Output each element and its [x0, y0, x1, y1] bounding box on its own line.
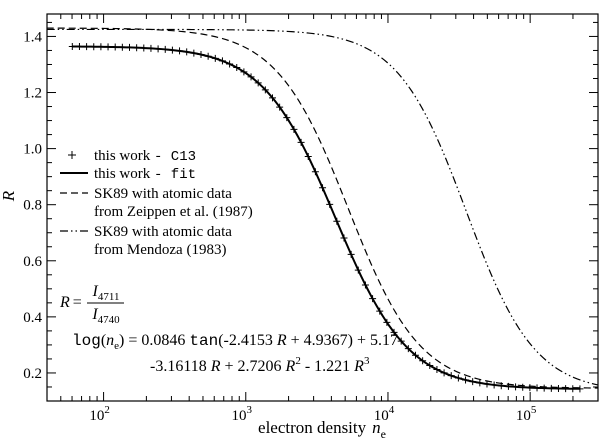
series-line-dashdotdot: [46, 28, 599, 386]
series-line-solid: [72, 45, 580, 390]
x-tick-label: 102: [89, 404, 110, 424]
formula-line-2: -3.16118 R + 2.7206 R2 - 1.221 R3: [150, 355, 370, 375]
y-tick-label: 0.6: [23, 254, 42, 270]
svg-text:R=: R =: [59, 294, 82, 311]
y-axis-label: R: [0, 190, 18, 202]
x-tick-label: 104: [374, 404, 395, 424]
ratio-annotation: R = I4711 I4740: [59, 283, 124, 326]
y-tick-label: 0.8: [23, 198, 42, 214]
legend-label: from Mendoza (1983): [94, 242, 226, 258]
y-tick-label: 0.4: [23, 310, 42, 326]
plot-frame: [46, 13, 599, 402]
axis-ticks: 0.2 0.4 0.6 0.8 1.0 1.2 1.4 102 103 104 105: [23, 14, 599, 424]
legend-label: this work - fit: [94, 166, 196, 183]
svg-text:I4711: I4711: [92, 283, 120, 303]
legend-marker: [68, 151, 76, 159]
y-tick-label: 0.2: [23, 366, 42, 382]
y-tick-label: 1.4: [23, 29, 42, 45]
legend-label: this work - C13: [94, 148, 196, 165]
y-tick-label: 1.0: [23, 142, 42, 158]
legend-label: SK89 with atomic data: [94, 224, 232, 240]
formula-line-1: log(ne) = 0.0846 tan(-2.4153 R + 4.9367)…: [72, 332, 398, 352]
series-layer: [46, 27, 599, 393]
x-tick-label: 103: [232, 404, 253, 424]
y-tick-label: 1.2: [23, 86, 42, 102]
svg-text:I4740: I4740: [91, 306, 120, 326]
legend-label: SK89 with atomic data: [94, 186, 232, 202]
x-tick-label: 105: [516, 404, 537, 424]
x-axis-label: electron density ne: [258, 418, 386, 441]
legend-label: from Zeippen et al. (1987): [94, 204, 253, 220]
